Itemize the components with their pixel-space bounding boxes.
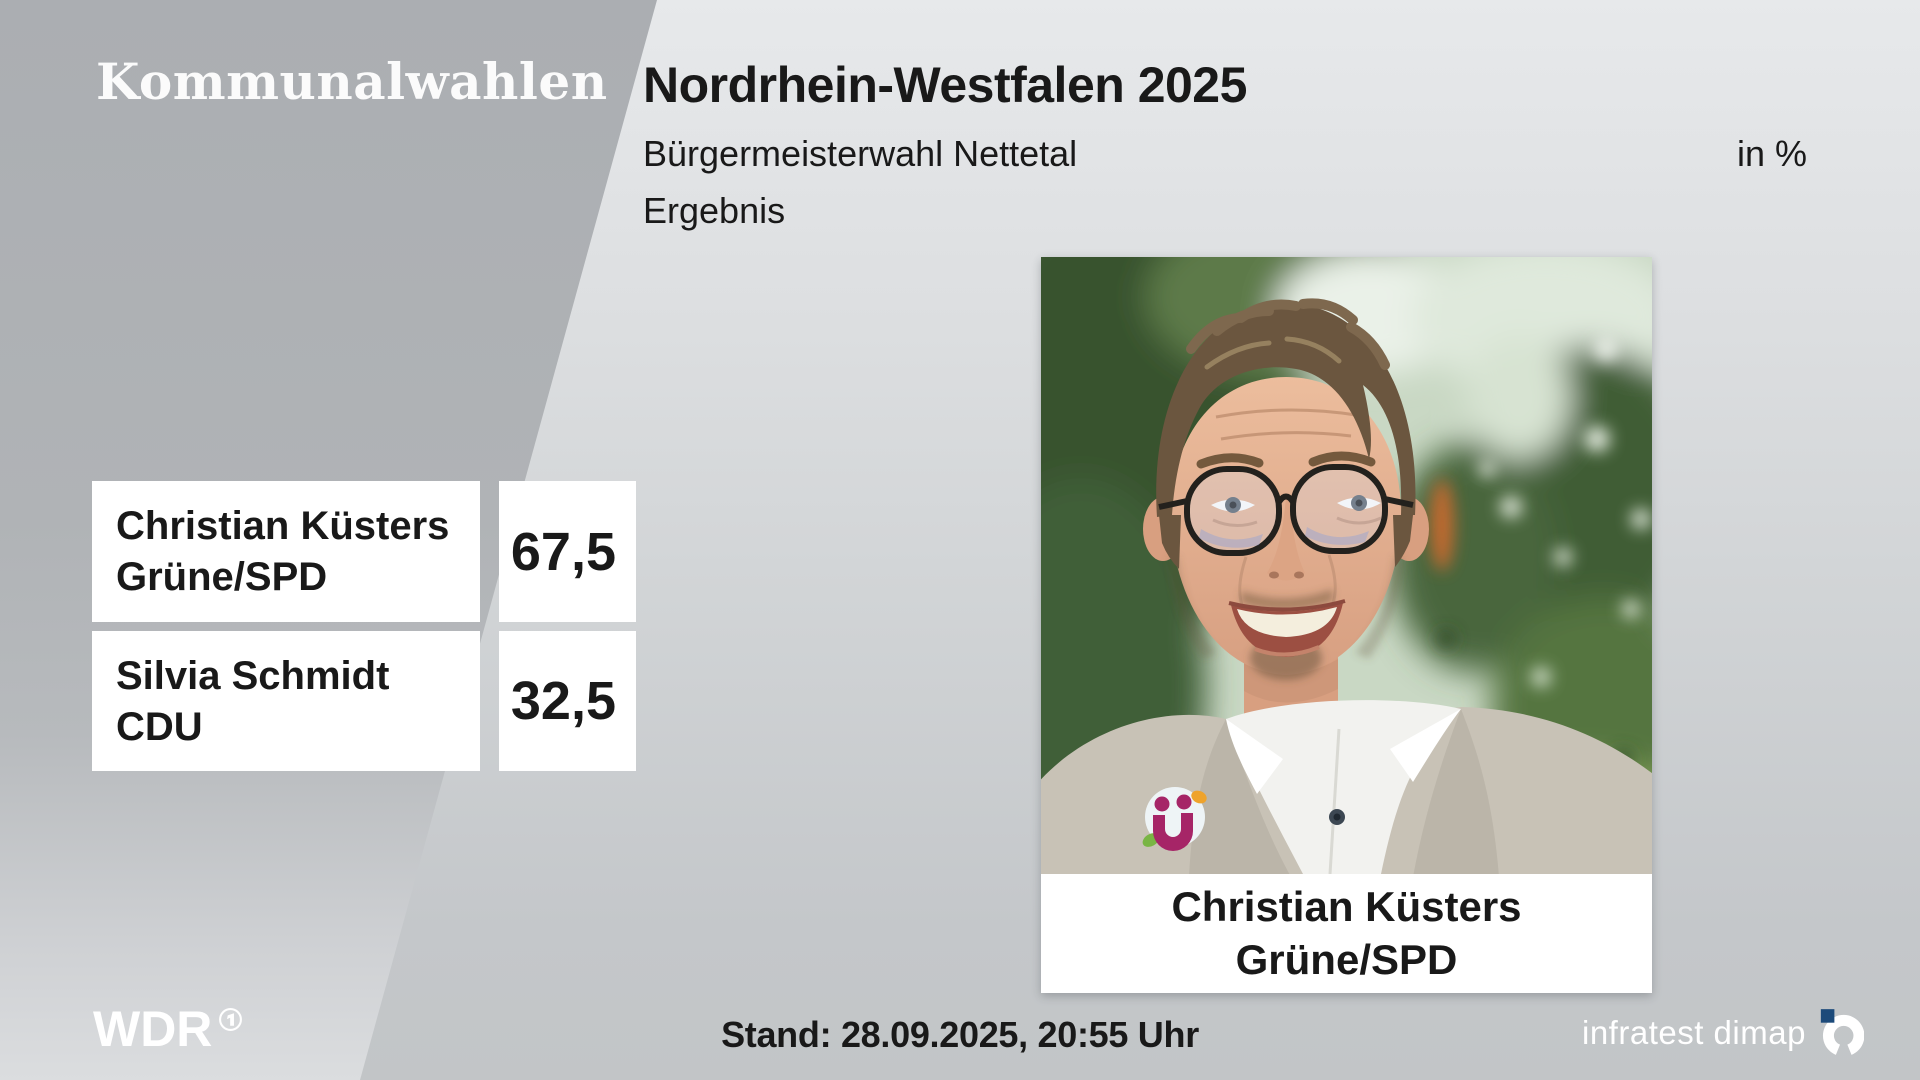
candidate-photo <box>1041 257 1652 874</box>
page-subtitle: Bürgermeisterwahl Nettetal <box>643 133 1078 174</box>
wdr-wordmark: WDR <box>93 1001 213 1057</box>
page-title: Nordrhein-Westfalen 2025 <box>643 57 1247 113</box>
result-value: 32,5 <box>499 631 636 771</box>
wdr-logo: WDR <box>93 1004 243 1054</box>
table-row: Christian Küsters Grüne/SPD 67,5 <box>92 481 636 622</box>
candidate-name: Christian Küsters <box>116 504 450 548</box>
table-row: Silvia Schmidt CDU 32,5 <box>92 631 636 771</box>
photo-caption: Christian Küsters Grüne/SPD <box>1041 874 1652 993</box>
caption-party: Grüne/SPD <box>1235 936 1458 983</box>
unit-label: in % <box>1736 133 1807 174</box>
ard-one-icon <box>218 1004 243 1032</box>
infratest-dimap-logo: infratest dimap <box>1582 1006 1864 1058</box>
kicker-kommunalwahlen: Kommunalwahlen <box>96 52 608 111</box>
lapel-pin <box>1142 787 1207 851</box>
candidate-photo-card: Christian Küsters Grüne/SPD <box>1041 257 1652 993</box>
candidate-cell: Silvia Schmidt CDU <box>92 631 480 771</box>
candidate-name: Silvia Schmidt <box>116 653 390 698</box>
timestamp: Stand: 28.09.2025, 20:55 Uhr <box>721 1014 1199 1055</box>
candidate-cell: Christian Küsters Grüne/SPD <box>92 481 480 622</box>
candidate-party: CDU <box>116 704 203 749</box>
candidate-party: Grüne/SPD <box>116 555 328 599</box>
result-label: Ergebnis <box>643 190 786 231</box>
result-value: 67,5 <box>499 481 636 622</box>
infratest-dimap-wordmark: infratest dimap <box>1582 1013 1806 1051</box>
infratest-dimap-icon <box>1820 1006 1864 1058</box>
caption-name: Christian Küsters <box>1171 882 1522 930</box>
